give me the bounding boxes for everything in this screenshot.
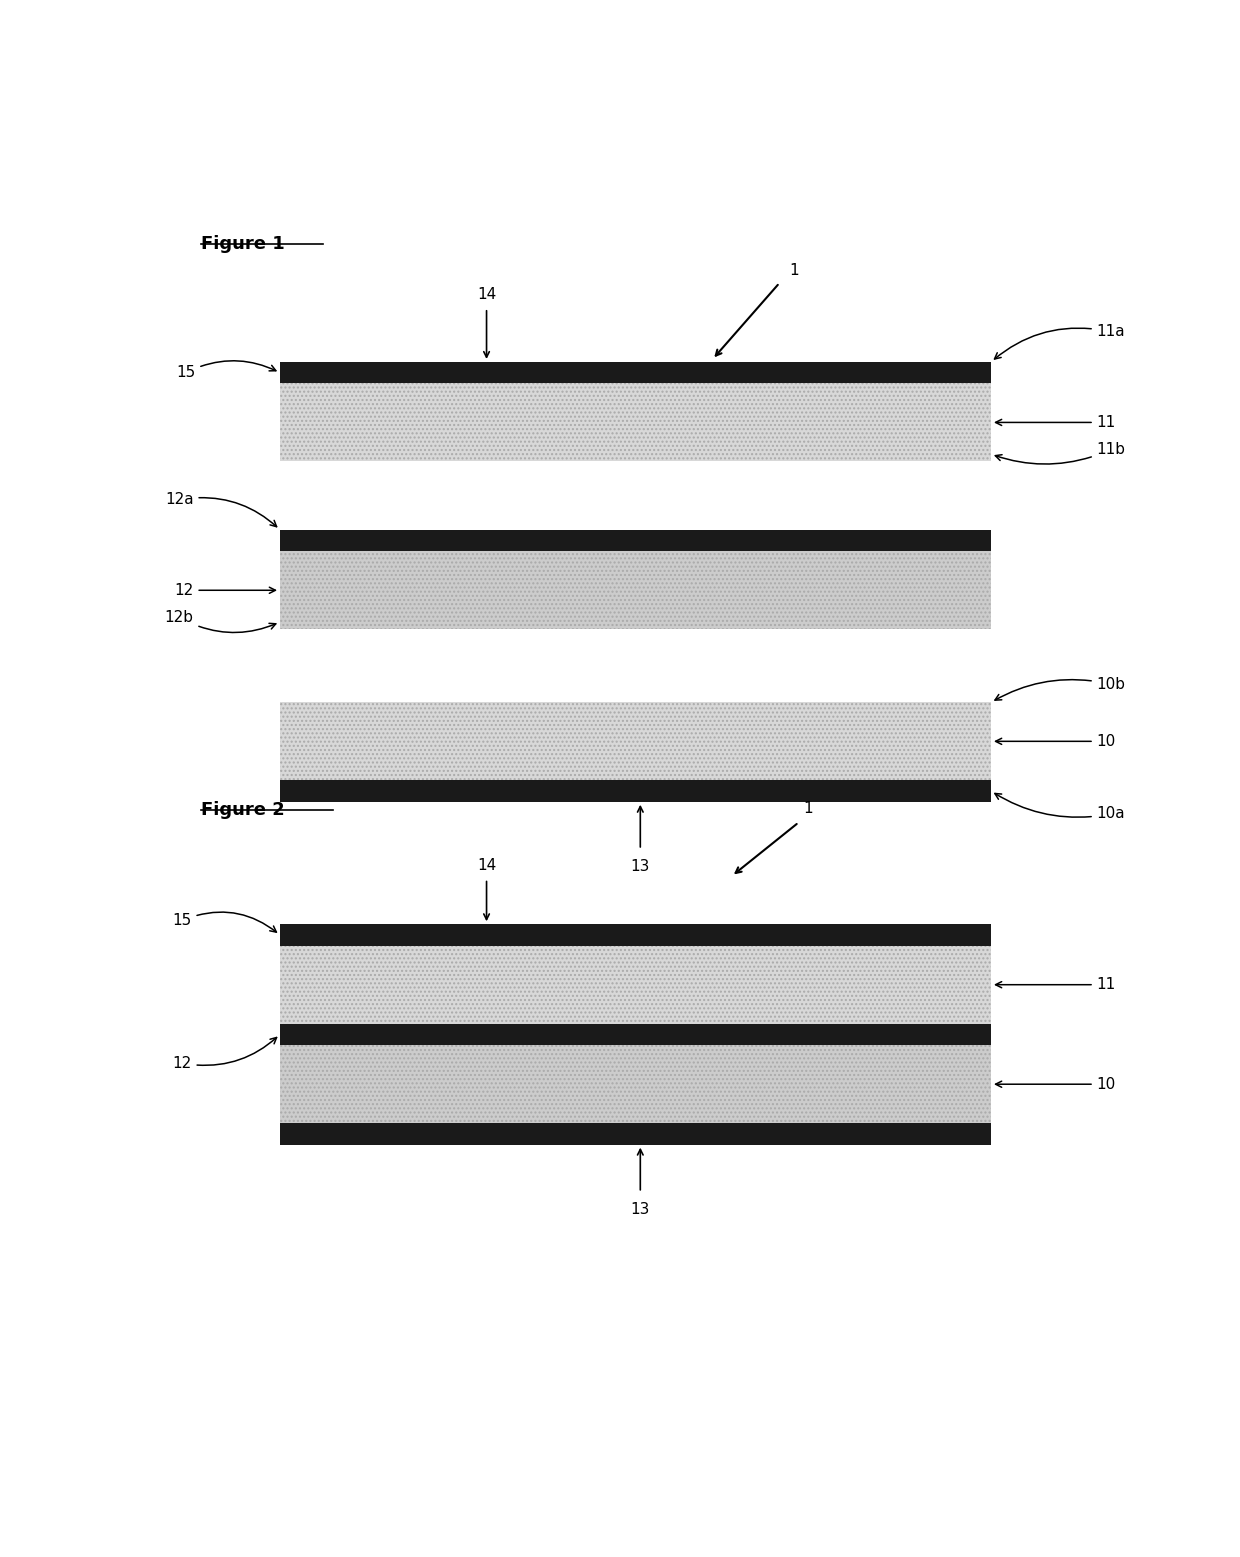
Bar (280, 383, 991, 461)
Text: Figure 1: Figure 1 (201, 235, 285, 252)
Text: 14: 14 (477, 858, 496, 872)
Bar (280, 1123, 991, 1144)
Text: 1: 1 (804, 802, 813, 816)
Text: 10: 10 (996, 1077, 1116, 1091)
Bar (280, 1023, 991, 1045)
Text: 10a: 10a (994, 794, 1126, 822)
Bar (280, 702, 991, 780)
Bar (280, 361, 991, 383)
Text: 13: 13 (631, 1202, 650, 1218)
Bar (280, 925, 991, 945)
Text: 12a: 12a (165, 492, 277, 526)
Bar (280, 702, 991, 780)
Text: 12: 12 (172, 1037, 277, 1071)
Text: 15: 15 (172, 912, 277, 933)
Bar (280, 945, 991, 1023)
Text: 10b: 10b (994, 677, 1126, 701)
Text: 12b: 12b (165, 610, 275, 632)
Text: 15: 15 (176, 361, 275, 380)
Bar (280, 780, 991, 802)
Bar (280, 529, 991, 551)
Text: 10: 10 (996, 733, 1116, 749)
Text: 12: 12 (174, 582, 275, 598)
Text: 11a: 11a (994, 324, 1126, 360)
Bar (280, 1045, 991, 1123)
Text: 11: 11 (996, 978, 1116, 992)
Bar (280, 945, 991, 1023)
Text: 11b: 11b (996, 442, 1126, 464)
Text: Figure 2: Figure 2 (201, 800, 285, 819)
Text: 13: 13 (631, 859, 650, 875)
Bar (280, 551, 991, 629)
Bar (280, 551, 991, 629)
Bar (280, 1045, 991, 1123)
Text: 11: 11 (996, 414, 1116, 430)
Text: 1: 1 (789, 263, 799, 279)
Text: 14: 14 (477, 286, 496, 302)
Bar (280, 383, 991, 461)
